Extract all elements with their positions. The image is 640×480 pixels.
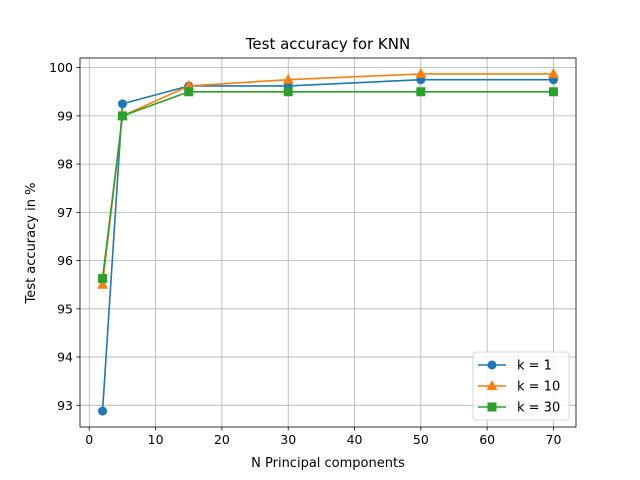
x-tick-label: 50 [413,432,429,447]
legend-marker [487,360,497,370]
data-point [548,87,558,97]
legend-marker [487,402,497,412]
data-point [98,406,108,416]
data-point [548,67,559,78]
series-k-30 [98,87,558,283]
y-tick-label: 96 [57,253,73,268]
y-tick-label: 93 [57,398,73,413]
legend-item: k = 30 [478,401,560,416]
x-tick-label: 60 [479,432,495,447]
data-point [117,111,127,121]
data-point [415,67,427,78]
x-tick-label: 20 [214,432,230,447]
y-tick-label: 100 [49,60,73,75]
legend-label: k = 1 [517,359,552,374]
y-axis-label: Test accuracy in % [24,183,39,305]
y-tick-label: 99 [57,108,73,123]
series-layer [97,67,559,416]
series-line [101,78,554,412]
y-tick-label: 95 [57,301,73,316]
legend-marker [486,379,498,390]
data-point [98,273,108,283]
legend-box [472,351,570,421]
data-point [184,87,194,97]
x-axis-label: N Principal components [251,456,405,471]
x-tick-label: 0 [85,432,93,447]
x-tick-label: 70 [546,432,562,447]
legend-label: k = 10 [517,380,560,395]
legend: k = 1 k = 10 k = 30 [472,351,570,421]
y-tick-label: 97 [57,205,73,220]
x-axis: 0 10 20 30 40 50 60 70 [85,427,561,447]
plot-frame [79,57,577,428]
x-tick-label: 10 [148,432,164,447]
legend-item: k = 10 [478,380,560,395]
y-tick-label: 94 [57,350,73,365]
data-point [97,278,108,289]
data-point [283,87,293,97]
x-tick-label: 40 [347,432,363,447]
legend-label: k = 30 [517,401,560,416]
data-point [416,87,426,97]
chart-title: Test accuracy for KNN [245,35,410,53]
legend-item: k = 1 [478,359,552,374]
y-tick-label: 98 [57,157,73,172]
y-axis: 93 94 95 96 97 98 99 100 [49,60,80,413]
data-point [117,99,127,109]
series-line [101,90,554,279]
data-point [282,73,294,84]
x-tick-label: 30 [280,432,296,447]
